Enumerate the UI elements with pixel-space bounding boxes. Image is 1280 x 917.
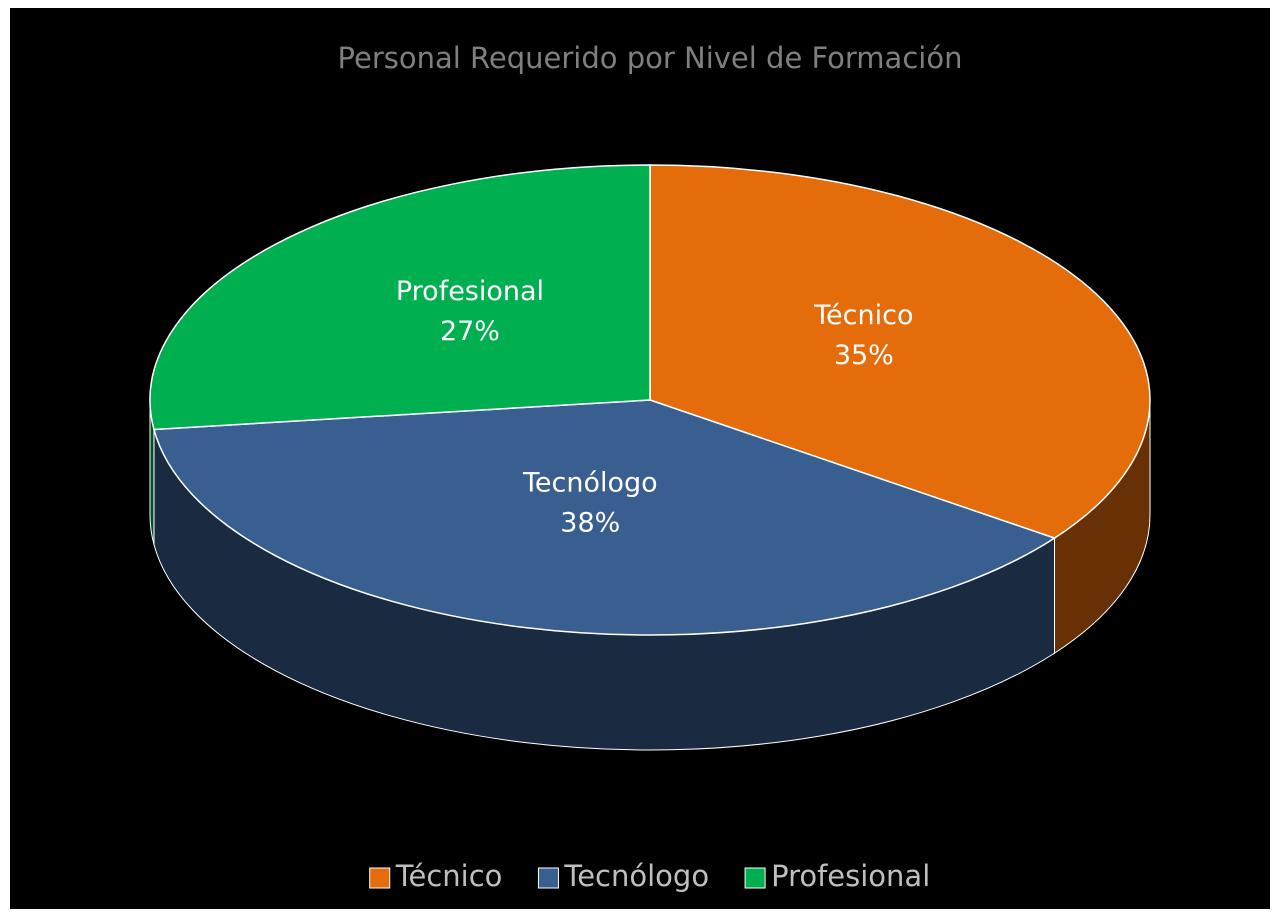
- legend-swatch: [537, 867, 559, 889]
- data-label-name: Profesional: [396, 276, 544, 307]
- legend: Técnico Tecnólogo Profesional: [369, 859, 930, 893]
- data-label-name: Tecnólogo: [522, 467, 658, 498]
- data-label-value: 38%: [560, 507, 620, 538]
- data-label-value: 35%: [834, 340, 894, 371]
- data-label-name: Técnico: [813, 300, 913, 331]
- chart-title: Personal Requerido por Nivel de Formació…: [338, 41, 963, 75]
- legend-label: Tecnólogo: [563, 859, 709, 893]
- legend-swatch: [369, 867, 391, 889]
- slice: [149, 164, 651, 431]
- data-label-value: 27%: [440, 316, 500, 347]
- legend-label: Profesional: [771, 859, 930, 893]
- slice: [152, 399, 1057, 636]
- slice: [649, 164, 1151, 539]
- legend-swatch: [744, 867, 766, 889]
- legend-label: Técnico: [395, 859, 503, 893]
